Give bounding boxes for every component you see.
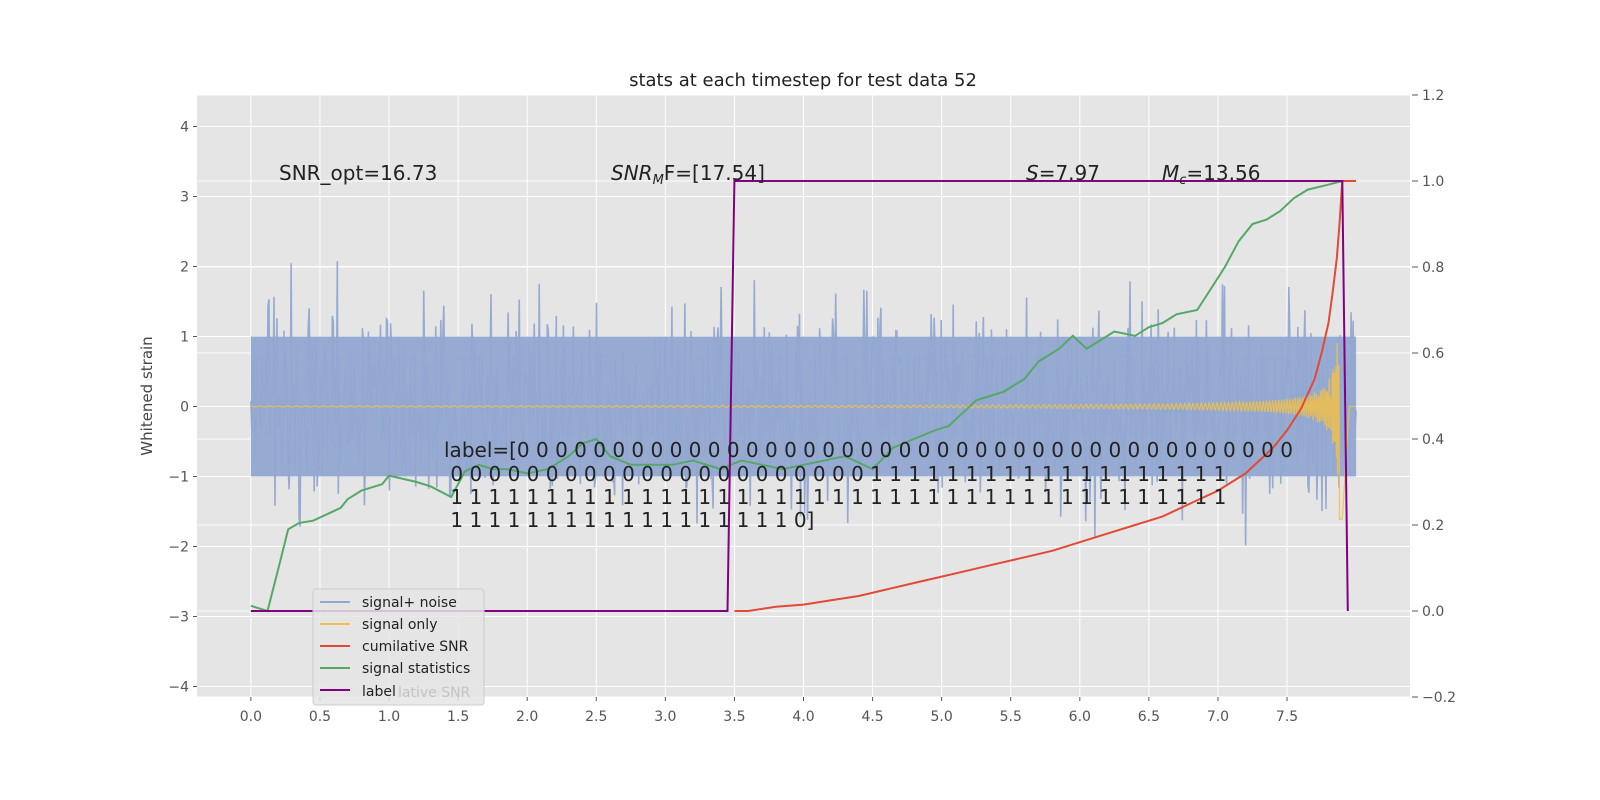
- chart-title: stats at each timestep for test data 52: [629, 70, 977, 91]
- y2-tick-label: 0.0: [1422, 604, 1444, 620]
- x-tick-label: 2.0: [516, 709, 538, 725]
- y2-tick-label: 1.0: [1422, 174, 1444, 190]
- legend-label-label: label: [362, 684, 396, 700]
- mc-annotation: Mc=13.56: [1162, 161, 1260, 188]
- y-tick-label: 2: [180, 260, 189, 276]
- label-annotation: label=[0 0 0 0 0 0 0 0 0 0 0 0 0 0 0 0 0…: [444, 438, 1293, 532]
- legend-ghost-text: lative SNR: [398, 685, 471, 701]
- y2-tick-label: −0.2: [1422, 690, 1456, 706]
- y-tick-label: 4: [180, 120, 189, 136]
- x-tick-label: 4.5: [861, 709, 883, 725]
- snr-mf-tail: F=[17.54]: [664, 161, 765, 185]
- right-axis-series: [250, 180, 1357, 613]
- y-tick-label: −2: [168, 540, 189, 556]
- s-value: =7.97: [1039, 161, 1100, 185]
- x-tick-label: 4.0: [792, 709, 814, 725]
- label-line: [250, 180, 1349, 612]
- legend-box: [312, 588, 485, 706]
- signal-only-line: [250, 343, 1357, 520]
- legend: lative SNR signal+ noise signal only cum…: [312, 588, 485, 706]
- signal-only-series: [250, 343, 1357, 520]
- y-tick-label: 3: [180, 190, 189, 206]
- cumilative-SNR-line: [734, 180, 1357, 612]
- x-tick-label: 0.5: [309, 709, 331, 725]
- legend-label-signal-statistics: signal statistics: [362, 661, 470, 677]
- mc-var: M: [1162, 161, 1179, 185]
- y2-tick-label: 1.2: [1422, 88, 1444, 104]
- s-annotation: S=7.97: [1026, 161, 1100, 185]
- snr-mf-annotation: SNRMF=[17.54]: [611, 161, 765, 188]
- x-tick-label: 6.5: [1138, 709, 1160, 725]
- x-tick-label: 6.0: [1069, 709, 1091, 725]
- y-axis-ticks: 4 3 2 1 0 −1 −2 −3 −4: [168, 120, 197, 696]
- y2-tick-label: 0.2: [1422, 518, 1444, 534]
- x-tick-label: 0.0: [240, 709, 262, 725]
- x-tick-label: 3.5: [723, 709, 745, 725]
- label-line-4: 1 1 1 1 1 1 1 1 1 1 1 1 1 1 1 1 1 1 0]: [444, 508, 814, 532]
- x-tick-label: 5.0: [931, 709, 953, 725]
- legend-label-signal-only: signal only: [362, 617, 437, 633]
- y-tick-label: −3: [168, 610, 189, 626]
- label-line-2: 0 0 0 0 0 0 0 0 0 0 0 0 0 0 0 0 0 0 0 0 …: [444, 462, 1226, 486]
- signal-statistics-line: [250, 180, 1343, 613]
- y-tick-label: −4: [168, 680, 189, 696]
- snr-opt-annotation: SNR_opt=16.73: [279, 161, 437, 185]
- x-tick-label: 7.0: [1207, 709, 1229, 725]
- label-line-3: 1 1 1 1 1 1 1 1 1 1 1 1 1 1 1 1 1 1 1 1 …: [444, 485, 1226, 509]
- label-line-1: label=[0 0 0 0 0 0 0 0 0 0 0 0 0 0 0 0 0…: [444, 438, 1293, 462]
- x-tick-label: 7.5: [1276, 709, 1298, 725]
- x-tick-label: 2.5: [585, 709, 607, 725]
- y-tick-label: 1: [180, 330, 189, 346]
- y2-tick-label: 0.4: [1422, 432, 1444, 448]
- snr-mf-sub: M: [653, 173, 664, 188]
- y2-axis-ticks: 1.2 1.0 0.8 0.6 0.4 0.2 0.0 −0.2: [1412, 88, 1456, 706]
- y-axis-label: Whitened strain: [138, 336, 156, 455]
- mc-sub: c: [1179, 173, 1186, 188]
- s-var: S: [1026, 161, 1039, 185]
- x-tick-label: 1.5: [447, 709, 469, 725]
- x-axis-ticks: 0.0 0.5 1.0 1.5 2.0 2.5 3.0 3.5 4.0 4.5 5.0 5.5 6.0 6…: [240, 697, 1298, 725]
- legend-label-signal-noise: signal+ noise: [362, 595, 457, 611]
- y-tick-label: 0: [180, 400, 189, 416]
- legend-label-cumulative-snr: cumilative SNR: [362, 639, 469, 655]
- mc-value: =13.56: [1186, 161, 1260, 185]
- x-tick-label: 3.0: [654, 709, 676, 725]
- x-tick-label: 1.0: [378, 709, 400, 725]
- snr-mf-main: SNR: [611, 161, 653, 185]
- x-tick-label: 5.5: [1000, 709, 1022, 725]
- y-tick-label: −1: [168, 470, 189, 486]
- y2-tick-label: 0.6: [1422, 346, 1444, 362]
- y2-tick-label: 0.8: [1422, 260, 1444, 276]
